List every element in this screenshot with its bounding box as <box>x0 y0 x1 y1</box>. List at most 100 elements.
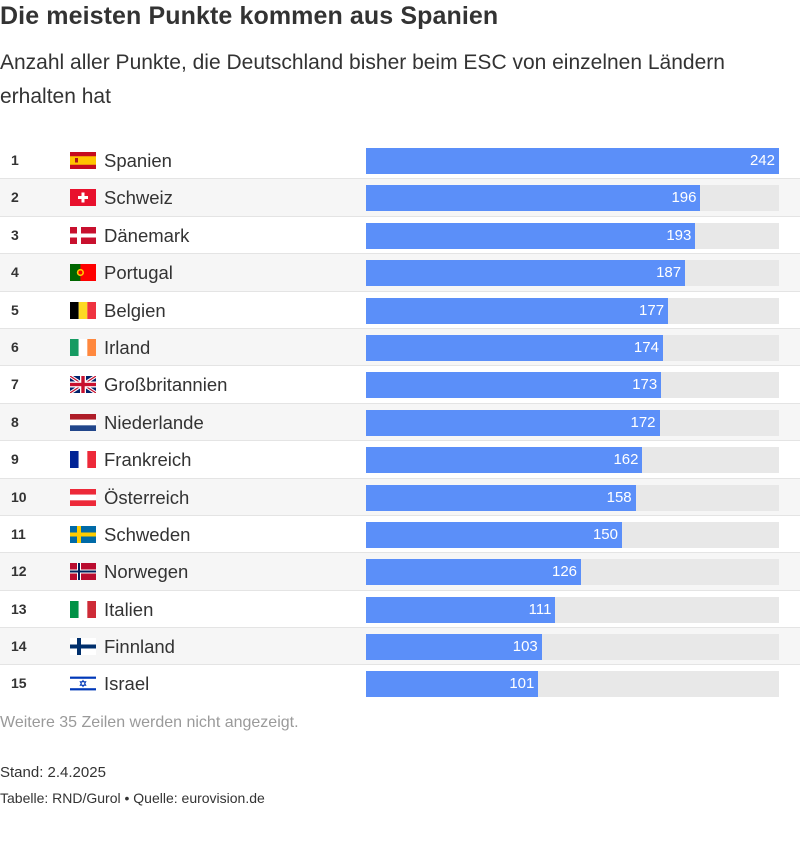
table-row: 11 Schweden 150 <box>0 516 800 554</box>
rank-label: 14 <box>11 638 27 655</box>
austria-flag <box>70 488 96 506</box>
country-label: Frankreich <box>104 449 192 471</box>
country-label: Belgien <box>104 299 166 321</box>
portugal-flag <box>70 264 96 282</box>
bar: 174 <box>366 334 663 361</box>
bar-track: 174 <box>366 334 779 361</box>
bar-track: 111 <box>366 596 779 623</box>
rank-label: 6 <box>11 338 19 355</box>
bar-value-label: 172 <box>630 413 656 431</box>
bar-track: 193 <box>366 222 779 249</box>
rank-label: 1 <box>11 152 19 168</box>
ireland-flag <box>70 338 96 356</box>
bar-track: 187 <box>366 260 779 287</box>
bar-value-label: 177 <box>639 301 665 319</box>
table-row: 15 Israel 101 <box>0 665 800 702</box>
bar: 193 <box>366 222 696 249</box>
chart-subtitle: Anzahl aller Punkte, die Deutschland bis… <box>0 51 725 108</box>
table-row: 13 Italien 111 <box>0 591 800 629</box>
table-row: 6 Irland 174 <box>0 328 800 367</box>
table-row: 8 Niederlande 172 <box>0 403 800 442</box>
bar-value-label: 242 <box>749 152 775 169</box>
table-row: 9 Frankreich 162 <box>0 441 800 479</box>
bar: 196 <box>366 185 701 212</box>
table-row: 3 Dänemark 193 <box>0 217 800 255</box>
belgium-flag <box>70 301 96 319</box>
bar-track: 162 <box>366 447 779 474</box>
bar-track: 103 <box>366 634 779 661</box>
bar-value-label: 103 <box>512 638 538 656</box>
bar-value-label: 111 <box>528 600 552 618</box>
bar: 177 <box>366 297 669 324</box>
table-row: 10 Österreich 158 <box>0 478 800 516</box>
country-label: Finnland <box>104 636 175 658</box>
country-label: Norwegen <box>104 561 189 583</box>
bar-track: 172 <box>366 409 779 436</box>
chart-title: Die meisten Punkte kommen aus Spanien <box>0 2 499 30</box>
table-row: 5 Belgien 177 <box>0 292 800 329</box>
rank-label: 10 <box>11 488 27 505</box>
country-label: Irland <box>104 336 151 358</box>
netherlands-flag <box>70 413 96 431</box>
bar-value-label: 193 <box>666 226 692 244</box>
table-row: 4 Portugal 187 <box>0 254 800 292</box>
country-label: Schweden <box>104 523 191 545</box>
bar-value-label: 101 <box>509 675 535 693</box>
switzerland-flag <box>70 189 96 207</box>
rank-label: 9 <box>11 451 19 468</box>
rank-label: 7 <box>11 376 19 393</box>
country-label: Österreich <box>104 486 190 508</box>
bar: 187 <box>366 260 686 287</box>
rank-label: 2 <box>11 189 19 206</box>
bar: 126 <box>366 559 582 586</box>
bar-value-label: 126 <box>552 563 578 581</box>
bar-value-label: 187 <box>656 264 682 282</box>
spain-flag <box>70 152 96 169</box>
rank-label: 15 <box>11 675 27 692</box>
country-label: Italien <box>104 598 154 620</box>
bar-track: 158 <box>366 484 779 511</box>
bar-value-label: 150 <box>592 525 618 543</box>
source-credit: Tabelle: RND/Gurol • Quelle: eurovision.… <box>0 790 265 806</box>
date-stamp: Stand: 2.4.2025 <box>0 764 106 781</box>
table-row: 7 Großbritannien 173 <box>0 366 800 404</box>
sweden-flag <box>70 525 96 543</box>
table-row: 12 Norwegen 126 <box>0 553 800 591</box>
country-label: Israel <box>104 673 150 695</box>
table-row: 2 Schweiz 196 <box>0 179 800 217</box>
bar-track: 196 <box>366 185 779 212</box>
france-flag <box>70 451 96 469</box>
bar-value-label: 162 <box>613 451 639 469</box>
rank-label: 12 <box>11 563 27 580</box>
norway-flag <box>70 563 96 581</box>
finland-flag <box>70 638 96 656</box>
rank-label: 8 <box>11 413 19 430</box>
bar-track: 242 <box>366 148 779 174</box>
country-label: Niederlande <box>104 411 204 433</box>
bar: 101 <box>366 671 539 698</box>
bar-value-label: 158 <box>606 488 632 506</box>
rank-label: 3 <box>11 226 19 243</box>
denmark-flag <box>70 226 96 244</box>
bar-value-label: 196 <box>671 189 697 207</box>
bar-track: 173 <box>366 372 779 399</box>
table-row: 1 Spanien 242 <box>0 142 800 180</box>
ranking-table: 1 Spanien 242 2 Schweiz 196 3 Dänemark 193 4 Portu… <box>0 142 800 703</box>
bar: 173 <box>366 372 662 399</box>
bar: 162 <box>366 447 643 474</box>
country-label: Dänemark <box>104 224 190 246</box>
italy-flag <box>70 600 96 618</box>
country-label: Großbritannien <box>104 374 228 396</box>
uk-flag <box>70 376 96 394</box>
bar: 242 <box>366 148 779 174</box>
bar: 158 <box>366 484 636 511</box>
country-label: Portugal <box>104 262 173 284</box>
bar: 150 <box>366 521 622 548</box>
bar-track: 126 <box>366 559 779 586</box>
hidden-rows-note: Weitere 35 Zeilen werden nicht angezeigt… <box>0 714 299 731</box>
rank-label: 4 <box>11 264 19 281</box>
rank-label: 11 <box>11 525 26 542</box>
rank-label: 5 <box>11 301 19 318</box>
bar-track: 177 <box>366 297 779 324</box>
bar: 111 <box>366 596 556 623</box>
